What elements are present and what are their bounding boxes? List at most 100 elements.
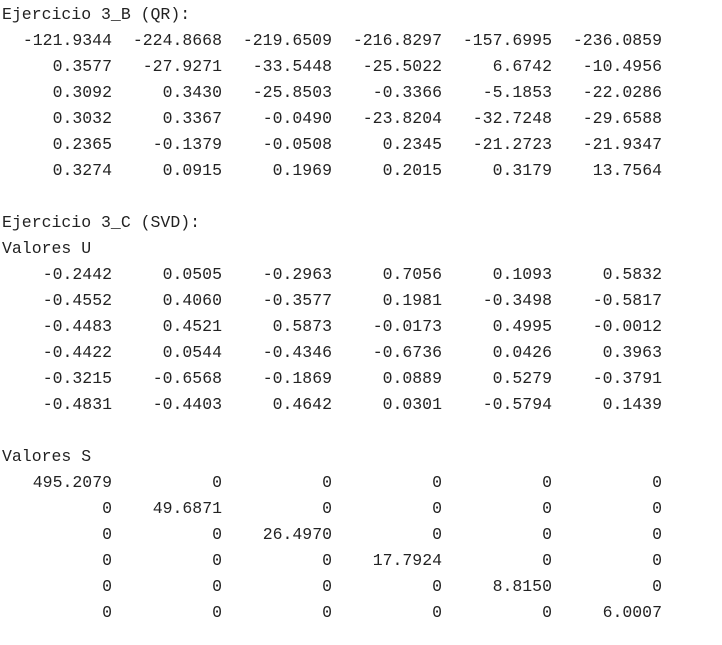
matrix-cell: 0.2345 — [382, 135, 442, 154]
matrix-cell: 6.6742 — [492, 57, 552, 76]
matrix-cell: -0.4422 — [42, 343, 112, 362]
matrix-row: -0.4831 -0.4403 0.4642 0.0301 -0.5794 0.1439 — [2, 392, 720, 418]
matrix-cell: 0 — [102, 551, 112, 570]
matrix-cell: -0.6736 — [372, 343, 442, 362]
matrix-cell: 0 — [432, 525, 442, 544]
matrix-cell: 0.0889 — [382, 369, 442, 388]
matrix-cell: -0.4831 — [42, 395, 112, 414]
matrix-cell: -0.2442 — [42, 265, 112, 284]
matrix-cell: -224.8668 — [132, 31, 222, 50]
matrix-cell: 0 — [432, 577, 442, 596]
matrix-cell: -0.0508 — [262, 135, 332, 154]
matrix-cell: 0.4060 — [162, 291, 222, 310]
matrix-cell: -10.4956 — [582, 57, 662, 76]
matrix-row: 0 0 0 0 0 6.0007 — [2, 600, 720, 626]
matrix-cell: 49.6871 — [152, 499, 222, 518]
matrix-cell: 0 — [322, 577, 332, 596]
matrix-cell: 0 — [212, 473, 222, 492]
matrix-cell: 0 — [542, 603, 552, 622]
matrix-cell: 0 — [212, 603, 222, 622]
matrix-cell: 0.3274 — [52, 161, 112, 180]
matrix-cell: 0 — [322, 603, 332, 622]
matrix-cell: 0.4642 — [272, 395, 332, 414]
matrix-cell: 0 — [542, 551, 552, 570]
matrix-cell: 0.3963 — [602, 343, 662, 362]
matrix-row: 0 0 0 17.7924 0 0 — [2, 548, 720, 574]
matrix-row: -0.3215 -0.6568 -0.1869 0.0889 0.5279 -0.3791 — [2, 366, 720, 392]
matrix-cell: 0.3032 — [52, 109, 112, 128]
matrix-row: 0.3577 -27.9271 -33.5448 -25.5022 6.6742 -10.… — [2, 54, 720, 80]
matrix-cell: 0.3092 — [52, 83, 112, 102]
matrix-cell: -216.8297 — [352, 31, 442, 50]
matrix-cell: 0 — [652, 525, 662, 544]
matrix-cell: 0.3179 — [492, 161, 552, 180]
console-output: Ejercicio 3_B (QR): -121.9344 -224.8668 -2… — [2, 2, 720, 626]
matrix-cell: 0 — [212, 525, 222, 544]
blank-line — [2, 184, 720, 210]
matrix-cell: -0.0012 — [592, 317, 662, 336]
matrix-cell: -0.3577 — [262, 291, 332, 310]
matrix-cell: 0.1981 — [382, 291, 442, 310]
matrix-cell: 0 — [322, 473, 332, 492]
matrix-cell: -0.0490 — [262, 109, 332, 128]
u-matrix: -0.2442 0.0505 -0.2963 0.7056 0.1093 0.5832 -0… — [2, 262, 720, 418]
matrix-cell: 8.8150 — [492, 577, 552, 596]
matrix-cell: -33.5448 — [252, 57, 332, 76]
matrix-row: 0.3092 0.3430 -25.8503 -0.3366 -5.1853 -22.02… — [2, 80, 720, 106]
matrix-cell: -0.2963 — [262, 265, 332, 284]
matrix-cell: 0.5873 — [272, 317, 332, 336]
matrix-cell: -219.6509 — [242, 31, 332, 50]
matrix-cell: 0.2015 — [382, 161, 442, 180]
matrix-cell: 0 — [542, 473, 552, 492]
matrix-cell: 0 — [212, 551, 222, 570]
matrix-cell: 0 — [652, 551, 662, 570]
matrix-cell: 6.0007 — [602, 603, 662, 622]
matrix-cell: -0.0173 — [372, 317, 442, 336]
matrix-row: 0 0 26.4970 0 0 0 — [2, 522, 720, 548]
matrix-cell: 0.4995 — [492, 317, 552, 336]
matrix-row: -0.4422 0.0544 -0.4346 -0.6736 0.0426 0.3963 — [2, 340, 720, 366]
matrix-cell: 0.0301 — [382, 395, 442, 414]
matrix-cell: 0.3430 — [162, 83, 222, 102]
matrix-cell: 0.1093 — [492, 265, 552, 284]
matrix-cell: 0.4521 — [162, 317, 222, 336]
matrix-cell: -0.1379 — [152, 135, 222, 154]
matrix-cell: 0 — [102, 525, 112, 544]
matrix-cell: -0.4346 — [262, 343, 332, 362]
matrix-cell: 0.0915 — [162, 161, 222, 180]
matrix-cell: -0.3215 — [42, 369, 112, 388]
matrix-cell: -0.4483 — [42, 317, 112, 336]
matrix-cell: 0.1969 — [272, 161, 332, 180]
matrix-cell: -0.3366 — [372, 83, 442, 102]
matrix-cell: 0.0505 — [162, 265, 222, 284]
ej3c-title: Ejercicio 3_C (SVD): — [2, 213, 201, 232]
matrix-cell: -25.5022 — [362, 57, 442, 76]
matrix-cell: 26.4970 — [262, 525, 332, 544]
matrix-cell: -121.9344 — [22, 31, 112, 50]
matrix-cell: 0 — [102, 499, 112, 518]
matrix-cell: -5.1853 — [482, 83, 552, 102]
matrix-cell: 0 — [432, 603, 442, 622]
matrix-cell: -25.8503 — [252, 83, 332, 102]
matrix-row: -121.9344 -224.8668 -219.6509 -216.8297 -157… — [2, 28, 720, 54]
matrix-cell: -236.0859 — [572, 31, 662, 50]
blank-line — [2, 418, 720, 444]
matrix-cell: 13.7564 — [592, 161, 662, 180]
matrix-row: 495.2079 0 0 0 0 0 — [2, 470, 720, 496]
matrix-cell: 0.7056 — [382, 265, 442, 284]
matrix-cell: 0 — [102, 603, 112, 622]
matrix-cell: 0 — [212, 577, 222, 596]
matrix-cell: 0 — [322, 551, 332, 570]
matrix-cell: -21.2723 — [472, 135, 552, 154]
matrix-row: 0.2365 -0.1379 -0.0508 0.2345 -21.2723 -21.93… — [2, 132, 720, 158]
matrix-cell: -32.7248 — [472, 109, 552, 128]
matrix-row: 0 49.6871 0 0 0 0 — [2, 496, 720, 522]
matrix-cell: -0.1869 — [262, 369, 332, 388]
matrix-cell: -21.9347 — [582, 135, 662, 154]
matrix-cell: -0.5817 — [592, 291, 662, 310]
matrix-cell: 0 — [652, 473, 662, 492]
qr-matrix: -121.9344 -224.8668 -219.6509 -216.8297 -157… — [2, 28, 720, 184]
matrix-cell: -0.4403 — [152, 395, 222, 414]
matrix-cell: -29.6588 — [582, 109, 662, 128]
matrix-cell: -0.6568 — [152, 369, 222, 388]
